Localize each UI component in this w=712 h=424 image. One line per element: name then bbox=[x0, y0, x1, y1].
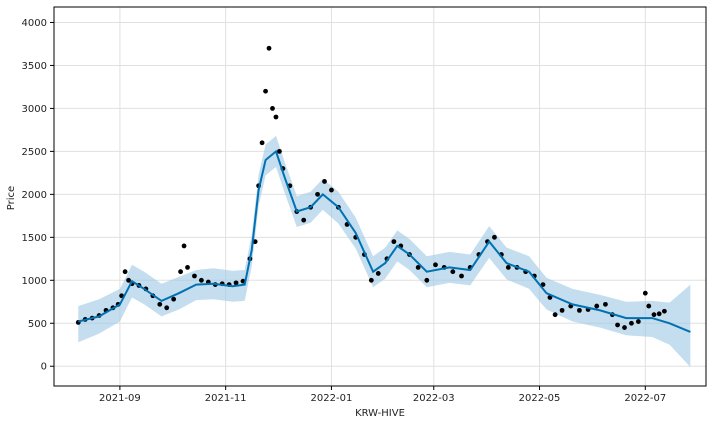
x-tick-label: 2021-09 bbox=[99, 393, 141, 404]
observed-point bbox=[181, 243, 187, 249]
observed-point bbox=[492, 234, 497, 240]
x-tick-label: 2022-07 bbox=[624, 393, 666, 404]
y-axis-ticks: 0 500 1000 1500 2000 2500 3000 3500 4000 bbox=[22, 18, 54, 373]
observed-point bbox=[540, 282, 546, 287]
observed-point bbox=[424, 277, 430, 283]
observed-point bbox=[368, 277, 374, 283]
observed-point bbox=[185, 265, 190, 270]
observed-point bbox=[315, 191, 320, 197]
observed-point bbox=[450, 269, 456, 275]
observed-point bbox=[559, 307, 565, 313]
observed-point bbox=[661, 308, 667, 314]
plot-area bbox=[53, 6, 707, 387]
y-tick-label: 0 bbox=[41, 362, 47, 373]
observed-point bbox=[622, 325, 627, 330]
observed-point bbox=[329, 187, 334, 193]
x-tick-label: 2022-03 bbox=[413, 393, 455, 404]
observed-point bbox=[415, 265, 421, 270]
observed-point bbox=[157, 301, 163, 307]
observed-point bbox=[642, 290, 648, 296]
observed-point bbox=[651, 312, 657, 318]
observed-point bbox=[459, 273, 464, 279]
observed-point bbox=[391, 239, 397, 245]
y-tick-label: 4000 bbox=[22, 18, 47, 29]
observed-point bbox=[635, 319, 641, 324]
observed-point bbox=[277, 148, 282, 154]
observed-point bbox=[171, 296, 177, 302]
x-tick-label: 2021-11 bbox=[205, 393, 247, 404]
observed-point bbox=[552, 312, 558, 318]
uncertainty-band bbox=[78, 135, 691, 368]
y-tick-label: 2500 bbox=[22, 147, 47, 158]
y-tick-label: 1500 bbox=[22, 233, 47, 244]
observed-point bbox=[126, 277, 131, 283]
observed-point bbox=[629, 320, 634, 326]
observed-point bbox=[375, 271, 381, 276]
observed-point bbox=[577, 307, 582, 313]
observed-point bbox=[270, 106, 275, 111]
observed-point bbox=[322, 179, 327, 184]
observed-point bbox=[603, 301, 608, 307]
x-axis-ticks: 2021-09 2021-11 2022-01 2022-03 2022-05 2022-… bbox=[99, 386, 666, 404]
observed-point bbox=[646, 303, 652, 309]
observed-point bbox=[259, 140, 265, 146]
observed-point bbox=[433, 262, 438, 268]
observed-point bbox=[615, 322, 620, 328]
observed-point bbox=[164, 305, 170, 311]
y-tick-label: 1000 bbox=[22, 276, 47, 287]
y-tick-label: 3500 bbox=[22, 61, 47, 72]
plot-frame bbox=[53, 6, 707, 387]
observed-point bbox=[122, 269, 128, 275]
observed-point bbox=[252, 239, 258, 245]
observed-point bbox=[263, 88, 268, 94]
observed-point bbox=[233, 280, 239, 286]
x-tick-label: 2022-01 bbox=[311, 393, 353, 404]
observed-point bbox=[594, 303, 600, 309]
observed-point bbox=[266, 45, 272, 51]
observed-point bbox=[656, 311, 662, 317]
observed-point bbox=[198, 277, 204, 283]
forecast-line bbox=[78, 149, 691, 333]
observed-point bbox=[273, 114, 279, 120]
y-axis-label: Price bbox=[6, 186, 17, 210]
x-tick-label: 2022-05 bbox=[519, 393, 561, 404]
x-axis-label: KRW-HIVE bbox=[355, 408, 405, 419]
observed-point bbox=[301, 217, 307, 223]
y-tick-label: 2000 bbox=[22, 190, 47, 201]
observed-point bbox=[505, 265, 511, 270]
observed-point bbox=[192, 273, 197, 279]
y-tick-label: 500 bbox=[28, 319, 47, 330]
y-tick-label: 3000 bbox=[22, 104, 47, 115]
observed-point bbox=[178, 269, 183, 275]
